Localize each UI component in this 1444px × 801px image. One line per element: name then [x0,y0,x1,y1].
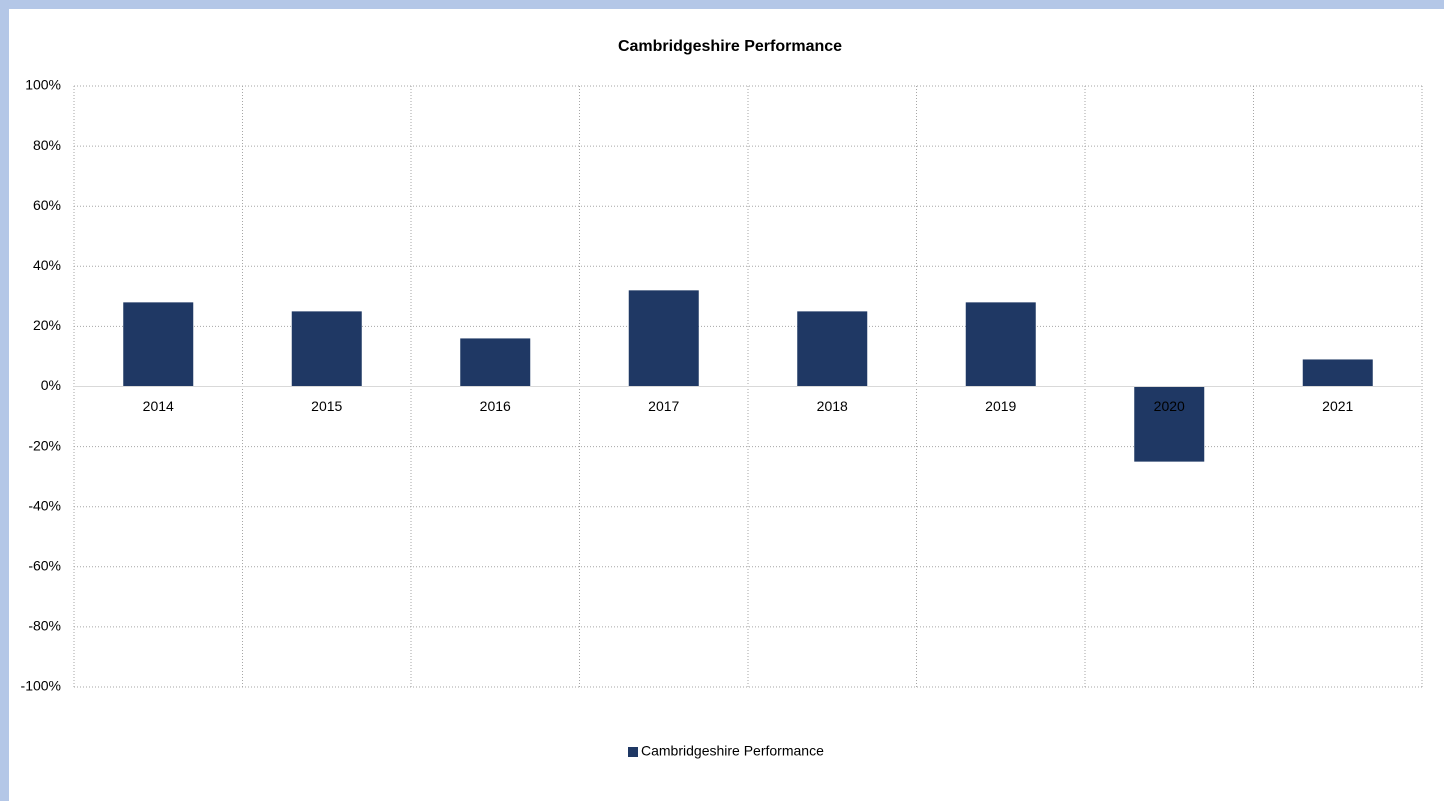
y-tick-label: 60% [33,197,61,213]
y-tick-label: -100% [21,678,61,694]
x-tick-label: 2014 [143,398,174,414]
y-tick-label: 100% [25,77,61,93]
x-tick-label: 2017 [648,398,679,414]
y-tick-label: 20% [33,317,61,333]
bar [797,311,868,387]
y-tick-label: 80% [33,137,61,153]
y-tick-label: 40% [33,257,61,273]
legend-label: Cambridgeshire Performance [641,743,824,759]
y-tick-label: -40% [28,497,61,513]
chart-title: Cambridgeshire Performance [618,38,842,55]
legend-swatch [628,747,638,757]
y-tick-label: -80% [28,618,61,634]
bar [1134,386,1205,462]
x-tick-label: 2019 [985,398,1016,414]
y-tick-label: -20% [28,437,61,453]
chart-area [9,9,1444,801]
x-tick-label: 2020 [1154,398,1185,414]
bar [291,311,362,387]
bar [965,302,1036,387]
x-tick-label: 2018 [817,398,848,414]
bar [460,338,531,387]
x-tick-label: 2015 [311,398,342,414]
bar [1302,359,1373,387]
x-tick-label: 2021 [1322,398,1353,414]
y-tick-label: 0% [41,377,61,393]
bar [628,290,699,387]
x-tick-label: 2016 [480,398,511,414]
y-tick-label: -60% [28,558,61,574]
bar [123,302,194,387]
